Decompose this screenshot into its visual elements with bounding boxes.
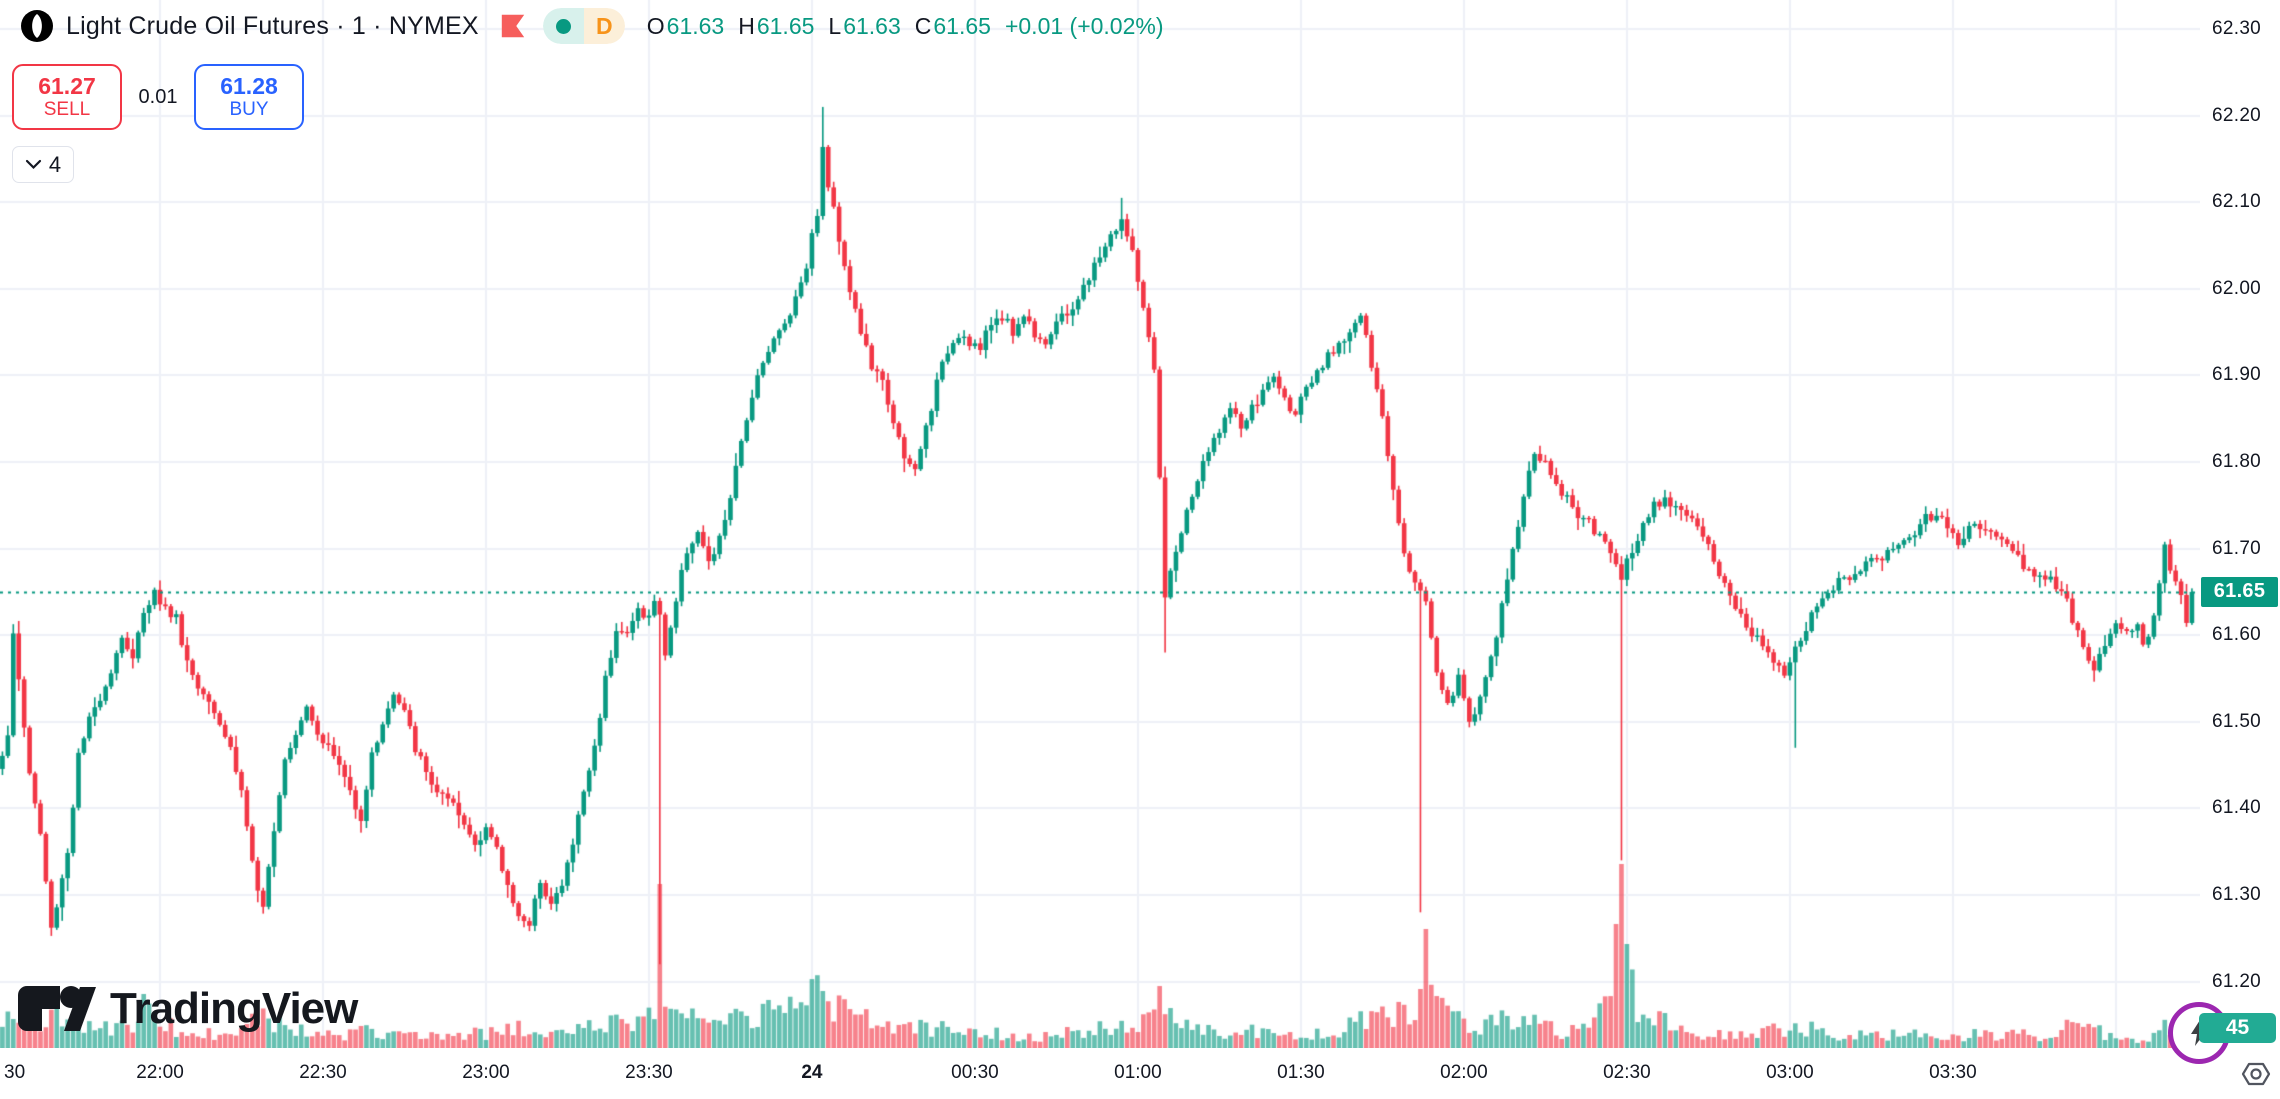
time-tick-label: 01:00 [1114, 1062, 1162, 1083]
change-value: +0.01 (+0.02%) [1004, 12, 1164, 39]
time-axis[interactable]: 30 22:00 22:30 23:00 23:30 24 00:30 01:00 01:30 0… [0, 1048, 2280, 1099]
time-tick-label: 23:30 [625, 1062, 673, 1083]
ohlc-values: O 61.63 H 61.65 L 61.63 C 61.65 +0.01 (+0.02… [646, 12, 1164, 39]
buy-button[interactable]: 61.28 BUY [194, 64, 304, 130]
time-tick-label: 23:00 [462, 1062, 510, 1083]
tradingview-wordmark: TradingView [110, 984, 358, 1033]
symbol-title[interactable]: Light Crude Oil Futures · 1 · NYMEX [66, 11, 479, 40]
trade-panel: 61.27 SELL 0.01 61.28 BUY [12, 64, 304, 130]
sell-button[interactable]: 61.27 SELL [12, 64, 122, 130]
price-tick-label: 62.10 [2212, 191, 2262, 213]
price-tick-label: 62.00 [2212, 277, 2262, 299]
axis-settings-icon[interactable] [2240, 1060, 2272, 1088]
price-tick-label: 62.20 [2212, 104, 2262, 126]
price-tick-label: 61.20 [2212, 970, 2262, 992]
price-tick-label: 61.40 [2212, 797, 2262, 819]
delayed-data-icon: D [583, 8, 625, 44]
time-tick-label: 01:30 [1277, 1062, 1325, 1083]
chevron-down-icon [25, 159, 41, 170]
time-tick-label: 00:30 [951, 1062, 999, 1083]
price-tick-label: 61.60 [2212, 624, 2262, 646]
low-value: 61.63 [843, 12, 901, 39]
last-price-badge: 61.65 [2201, 576, 2278, 607]
price-axis[interactable]: 62.30 62.20 62.10 62.00 61.90 61.80 61.70 61.60… [2200, 0, 2280, 1048]
tradingview-logo[interactable]: TradingView [18, 984, 358, 1034]
open-value: 61.63 [666, 12, 725, 39]
close-value: 61.65 [933, 12, 991, 39]
spread-value: 0.01 [138, 85, 178, 108]
candlestick-chart[interactable] [0, 0, 2200, 1048]
buy-price: 61.28 [220, 72, 278, 99]
bar-count-button[interactable]: 4 [12, 146, 74, 183]
time-tick-label: 03:00 [1766, 1062, 1814, 1083]
flag-icon[interactable] [499, 12, 527, 40]
tradingview-glyph-icon [18, 986, 96, 1031]
countdown-badge: 45 [2199, 1013, 2276, 1043]
time-tick-label: 30 [4, 1062, 26, 1083]
exchange-name: NYMEX [388, 11, 479, 40]
time-tick-label: 22:00 [136, 1062, 184, 1083]
price-tick-label: 62.30 [2212, 18, 2262, 39]
time-tick-label: 03:30 [1929, 1062, 1977, 1083]
market-open-icon [542, 8, 584, 44]
price-tick-label: 61.50 [2212, 710, 2262, 732]
time-tick-label: 02:30 [1603, 1062, 1651, 1083]
price-tick-label: 61.30 [2212, 884, 2262, 905]
price-tick-label: 61.90 [2212, 364, 2262, 386]
price-tick-label: 61.80 [2212, 451, 2262, 472]
price-tick-label: 61.70 [2212, 537, 2262, 559]
interval-value: 1 [351, 11, 367, 40]
symbol-logo-icon [21, 10, 53, 42]
time-tick-label: 02:00 [1440, 1062, 1488, 1083]
high-value: 61.65 [756, 12, 815, 39]
time-tick-label: 22:30 [299, 1062, 347, 1083]
time-tick-label: 24 [801, 1062, 823, 1083]
sell-price: 61.27 [38, 72, 96, 99]
market-status[interactable]: D [542, 8, 625, 44]
